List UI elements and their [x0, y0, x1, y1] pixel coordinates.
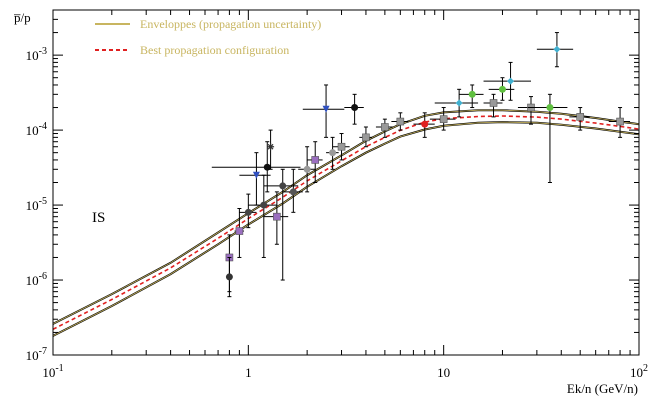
legend-best-label: Best propagation configuration [140, 43, 289, 57]
y-tick-label: 10-3 [26, 46, 47, 63]
marker-dot [225, 273, 233, 281]
marker-dot [468, 90, 476, 98]
data-point [234, 207, 244, 258]
y-tick-label: 10-5 [26, 196, 47, 213]
x-tick-label: 1 [245, 365, 252, 380]
marker-dot [421, 120, 429, 128]
data-point [282, 168, 303, 213]
y-axis-label: p̅/p [13, 10, 30, 25]
marker-square [381, 123, 389, 131]
best-config-line [52, 115, 640, 331]
data-point [429, 107, 456, 131]
data-point [608, 107, 631, 138]
y-tick-label: 10-7 [26, 346, 47, 363]
data-point [359, 126, 373, 148]
data-point [298, 146, 316, 193]
legend-envelope-label: Enveloppes (propagation uncertainty) [140, 17, 321, 31]
data-point [536, 32, 574, 68]
data-point [483, 93, 503, 118]
marker-diamond [507, 77, 515, 85]
marker-square [439, 115, 448, 123]
data-point [483, 61, 532, 101]
marker-dot [260, 201, 268, 209]
marker-dot [546, 104, 554, 112]
data-point [307, 141, 323, 183]
marker-square [362, 133, 370, 142]
marker-triangle [322, 105, 330, 113]
marker-dot [289, 188, 297, 196]
legend: Enveloppes (propagation uncertainty) Bes… [95, 17, 321, 57]
marker-triangle [252, 171, 260, 179]
data-point [488, 77, 515, 101]
data-point [302, 84, 345, 138]
marker-square [576, 113, 584, 121]
y-tick-label: 10-4 [26, 121, 47, 138]
plot-layer [52, 32, 640, 337]
marker-dot [303, 165, 311, 173]
data-point [391, 112, 409, 131]
marker-square [337, 142, 346, 151]
marker-dot [498, 85, 506, 93]
marker-dot [351, 104, 359, 112]
annotation-is: IS [92, 210, 105, 226]
envelope-lower-inner [52, 121, 640, 337]
marker-dot [279, 182, 287, 190]
marker-diamond [553, 45, 561, 53]
data-point [239, 193, 257, 229]
marker-square [311, 156, 320, 164]
data-point [267, 129, 275, 170]
envelope-upper-inner [52, 109, 640, 325]
marker-square [235, 227, 244, 235]
x-axis-label: Ek/n (GeV/n) [567, 381, 638, 396]
data-point [375, 118, 393, 138]
data-point [332, 133, 350, 161]
data-point [263, 191, 289, 245]
marker-square [489, 99, 498, 107]
data-point [413, 112, 435, 138]
x-tick-label: 10-1 [42, 363, 63, 380]
data-point [527, 93, 568, 183]
marker-square [616, 117, 624, 126]
data-point [326, 136, 339, 170]
marker-dot [329, 149, 337, 157]
x-tick-label: 102 [630, 363, 648, 380]
marker-square [273, 212, 281, 221]
data-point [344, 93, 364, 125]
marker-diamond [455, 99, 463, 107]
marker-dot [244, 208, 252, 216]
tick-layer: 10-1 1 10 102 10-7 10-6 10-5 10-4 10-3 [26, 9, 648, 380]
marker-star [267, 143, 275, 151]
data-point [569, 107, 590, 131]
x-tick-label: 10 [437, 365, 450, 380]
data-point [434, 88, 479, 118]
y-tick-label: 10-6 [26, 271, 47, 288]
data-point [225, 256, 233, 298]
data-point [459, 84, 484, 109]
data-point [263, 168, 299, 281]
marker-square [396, 117, 405, 126]
